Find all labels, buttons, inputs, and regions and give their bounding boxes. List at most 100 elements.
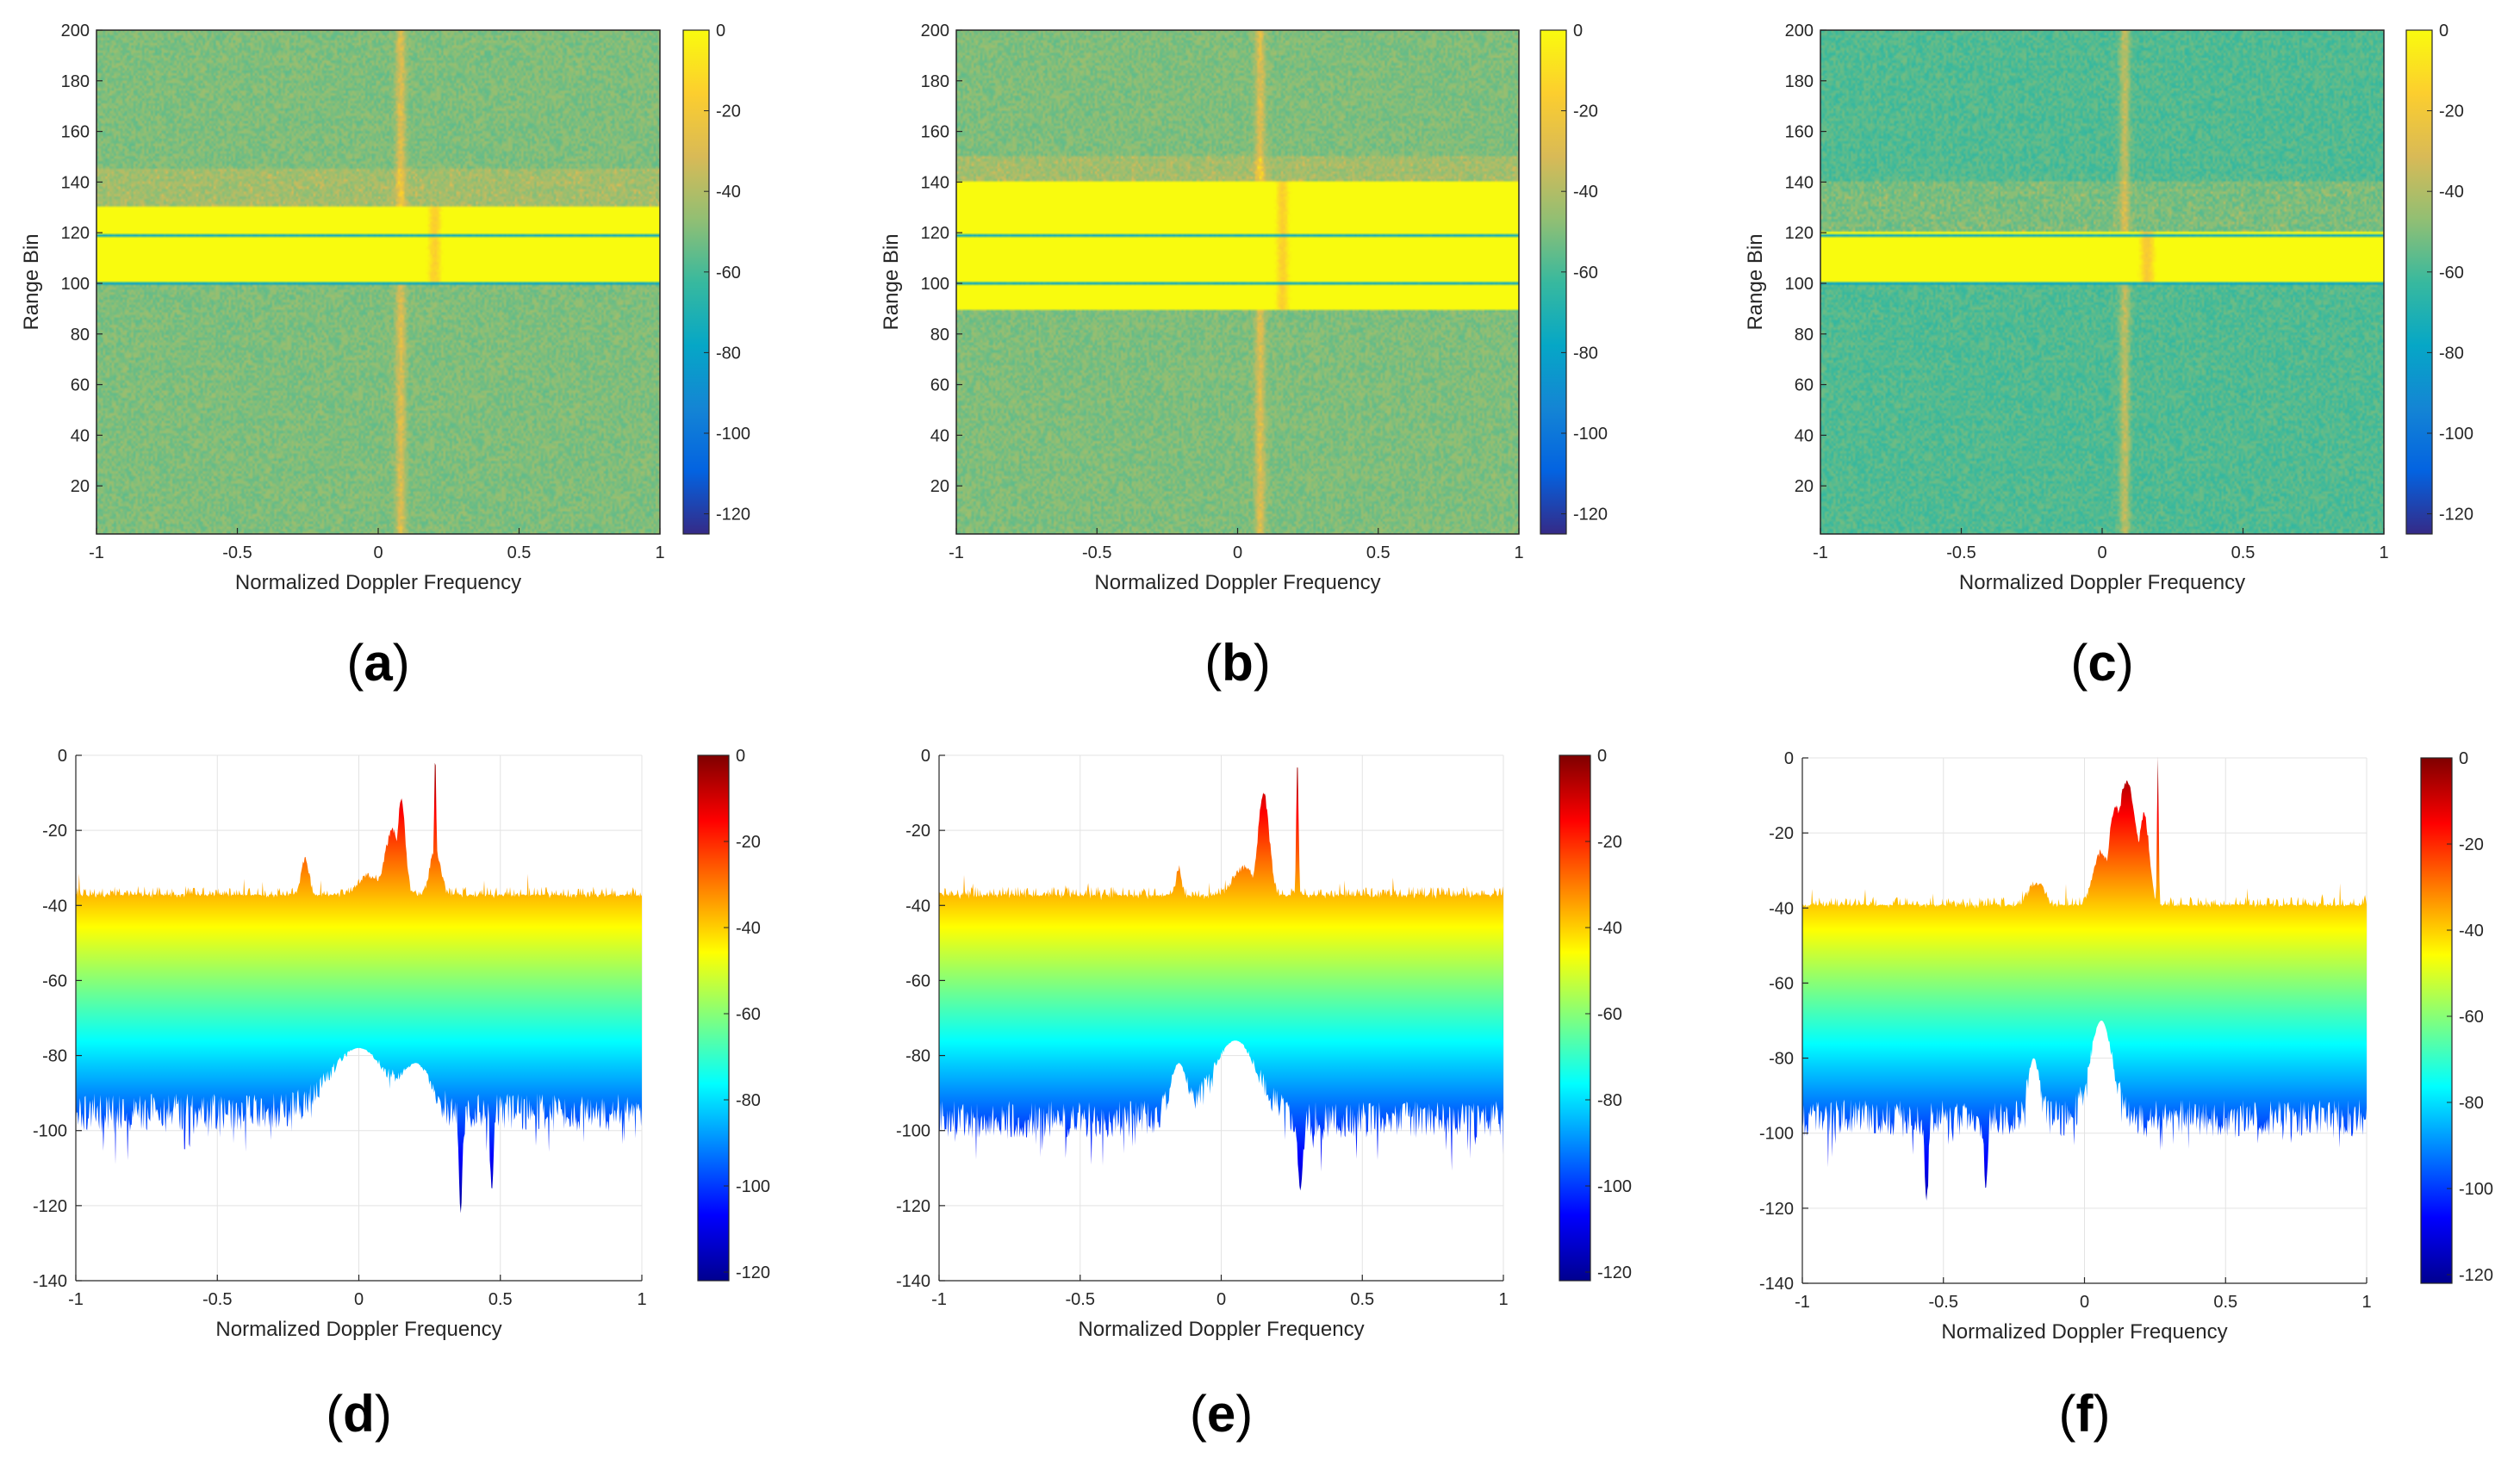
y-tick-label: -120: [1759, 1200, 1794, 1219]
chart-b: -1 -0.5 0 0.5 120406080100120140160180200Nor…: [880, 22, 1608, 594]
y-tick-label: 120: [921, 224, 949, 243]
colorbar-tick-label: -120: [2439, 506, 2473, 525]
heatmap-image: [956, 30, 1519, 534]
x-axis-label: Normalized Doppler Frequency: [1078, 1318, 1364, 1341]
colorbar-tick-label: -100: [1573, 425, 1608, 444]
colorbar: 0 -20 -40 -60 -80 -100 -120: [2420, 749, 2493, 1285]
colorbar-tick-label: -20: [1573, 102, 1598, 121]
x-tick-label: 0: [2080, 1293, 2089, 1312]
colorbar-tick-label: -40: [716, 183, 741, 202]
y-tick-label: 80: [1795, 326, 1814, 345]
x-tick-label: 0: [1216, 1290, 1226, 1309]
y-axis-label: Range Bin: [20, 233, 43, 330]
x-axis-label: Normalized Doppler Frequency: [215, 1318, 501, 1341]
x-tick-label: 0.5: [2231, 543, 2256, 562]
y-tick-label: -20: [1769, 824, 1794, 843]
colorbar-tick-label: -40: [736, 919, 761, 938]
colorbar-gradient: [1559, 754, 1591, 1282]
y-tick-label: 20: [930, 477, 949, 496]
spectrum-area: [1802, 756, 2367, 1201]
y-axis-label: Range Bin: [1744, 233, 1767, 330]
y-tick-label: 80: [930, 326, 949, 345]
x-tick-label: 1: [1498, 1290, 1508, 1309]
x-axis-label: Normalized Doppler Frequency: [1959, 571, 2245, 594]
y-tick-label: -80: [1769, 1050, 1794, 1069]
y-axis-label: Range Bin: [880, 233, 903, 330]
x-tick-label: 1: [2361, 1293, 2371, 1312]
colorbar-tick-label: -60: [2459, 1008, 2484, 1027]
y-tick-label: -100: [1759, 1125, 1794, 1144]
colorbar-tick-label: -120: [1573, 506, 1608, 525]
colorbar-tick-label: -20: [1597, 833, 1622, 852]
colorbar: 0 -20 -40 -60 -80 -100 -120: [682, 22, 750, 535]
y-tick-label: 120: [1785, 224, 1814, 243]
y-tick-label: 100: [61, 275, 90, 294]
spectrum-area: [939, 767, 1503, 1191]
y-tick-label: 40: [1795, 426, 1814, 445]
y-tick-label: 60: [71, 376, 90, 395]
colorbar-tick-label: 0: [2459, 749, 2468, 768]
y-tick-label: 180: [921, 72, 949, 91]
chart-f: -1 -0.5 0 0.5 1 0 -20 -40 -60 -80 -100 -120 -140 Norm…: [1759, 749, 2493, 1344]
colorbar-tick-label: -60: [1597, 1005, 1622, 1024]
y-tick-label: -60: [42, 971, 67, 990]
y-tick-label: -140: [1759, 1275, 1794, 1294]
y-tick-label: 40: [930, 426, 949, 445]
y-tick-label: 160: [921, 123, 949, 142]
colorbar-tick-label: -60: [2439, 264, 2464, 282]
chart-d: -1 -0.5 0 0.5 1 0 -20 -40 -60 -80 -100 -120 -140 Norm…: [33, 747, 770, 1341]
colorbar-tick-label: -40: [1573, 183, 1598, 202]
colorbar-tick-label: 0: [2439, 22, 2448, 40]
colorbar-tick-label: -80: [1573, 344, 1598, 363]
y-tick-label: 80: [71, 326, 90, 345]
colorbar-tick-label: -40: [1597, 919, 1622, 938]
colorbar-gradient: [697, 754, 730, 1282]
x-axis-label: Normalized Doppler Frequency: [1094, 571, 1380, 594]
colorbar-tick-label: -100: [736, 1177, 770, 1196]
x-tick-label: 0: [354, 1290, 364, 1309]
x-tick-label: 0.5: [507, 543, 532, 562]
colorbar-tick-label: -80: [2439, 344, 2464, 363]
y-tick-label: 140: [921, 173, 949, 192]
x-tick-label: 1: [2379, 543, 2388, 562]
colorbar-tick-label: 0: [1573, 22, 1583, 40]
colorbar: 0 -20 -40 -60 -80 -100 -120: [2405, 22, 2473, 535]
panel-caption-b: (b): [1204, 634, 1271, 692]
spectrum-area: [76, 762, 642, 1214]
x-axis-label: Normalized Doppler Frequency: [1941, 1320, 2227, 1344]
panel-caption-e: (e): [1190, 1385, 1253, 1443]
panel-caption-c: (c): [2070, 634, 2133, 692]
x-tick-label: 0: [1233, 543, 1242, 562]
colorbar-tick-label: -80: [1597, 1091, 1622, 1110]
y-tick-label: 100: [1785, 275, 1814, 294]
colorbar: 0 -20 -40 -60 -80 -100 -120: [697, 747, 770, 1282]
y-tick-label: -100: [33, 1122, 67, 1141]
y-tick-label: -40: [42, 897, 67, 916]
x-tick-label: 0.5: [2213, 1293, 2237, 1312]
heatmap-image: [1820, 30, 2384, 534]
y-tick-label: 160: [1785, 123, 1814, 142]
colorbar-tick-label: -60: [1573, 264, 1598, 282]
y-tick-label: 60: [930, 376, 949, 395]
y-tick-label: -80: [42, 1047, 67, 1066]
colorbar-tick-label: -20: [2459, 835, 2484, 854]
colorbar-tick-label: -40: [2439, 183, 2464, 202]
colorbar: 0 -20 -40 -60 -80 -100 -120: [1540, 22, 1608, 535]
colorbar-tick-label: -100: [1597, 1177, 1632, 1196]
colorbar-tick-label: -100: [2459, 1180, 2493, 1199]
y-tick-label: 140: [61, 173, 90, 192]
colorbar-tick-label: -20: [736, 833, 761, 852]
x-tick-label: 0: [373, 543, 383, 562]
x-tick-label: 0.5: [1366, 543, 1391, 562]
y-tick-label: -140: [33, 1272, 67, 1291]
x-axis-label: Normalized Doppler Frequency: [235, 571, 521, 594]
y-tick-label: -120: [896, 1197, 930, 1216]
x-tick-label: -1: [68, 1290, 84, 1309]
x-tick-label: -0.5: [202, 1290, 232, 1309]
y-tick-label: -40: [905, 897, 930, 916]
panel-caption-d: (d): [326, 1385, 392, 1443]
colorbar-tick-label: -80: [736, 1091, 761, 1110]
x-tick-label: -1: [949, 543, 964, 562]
heatmap-image: [96, 30, 660, 534]
